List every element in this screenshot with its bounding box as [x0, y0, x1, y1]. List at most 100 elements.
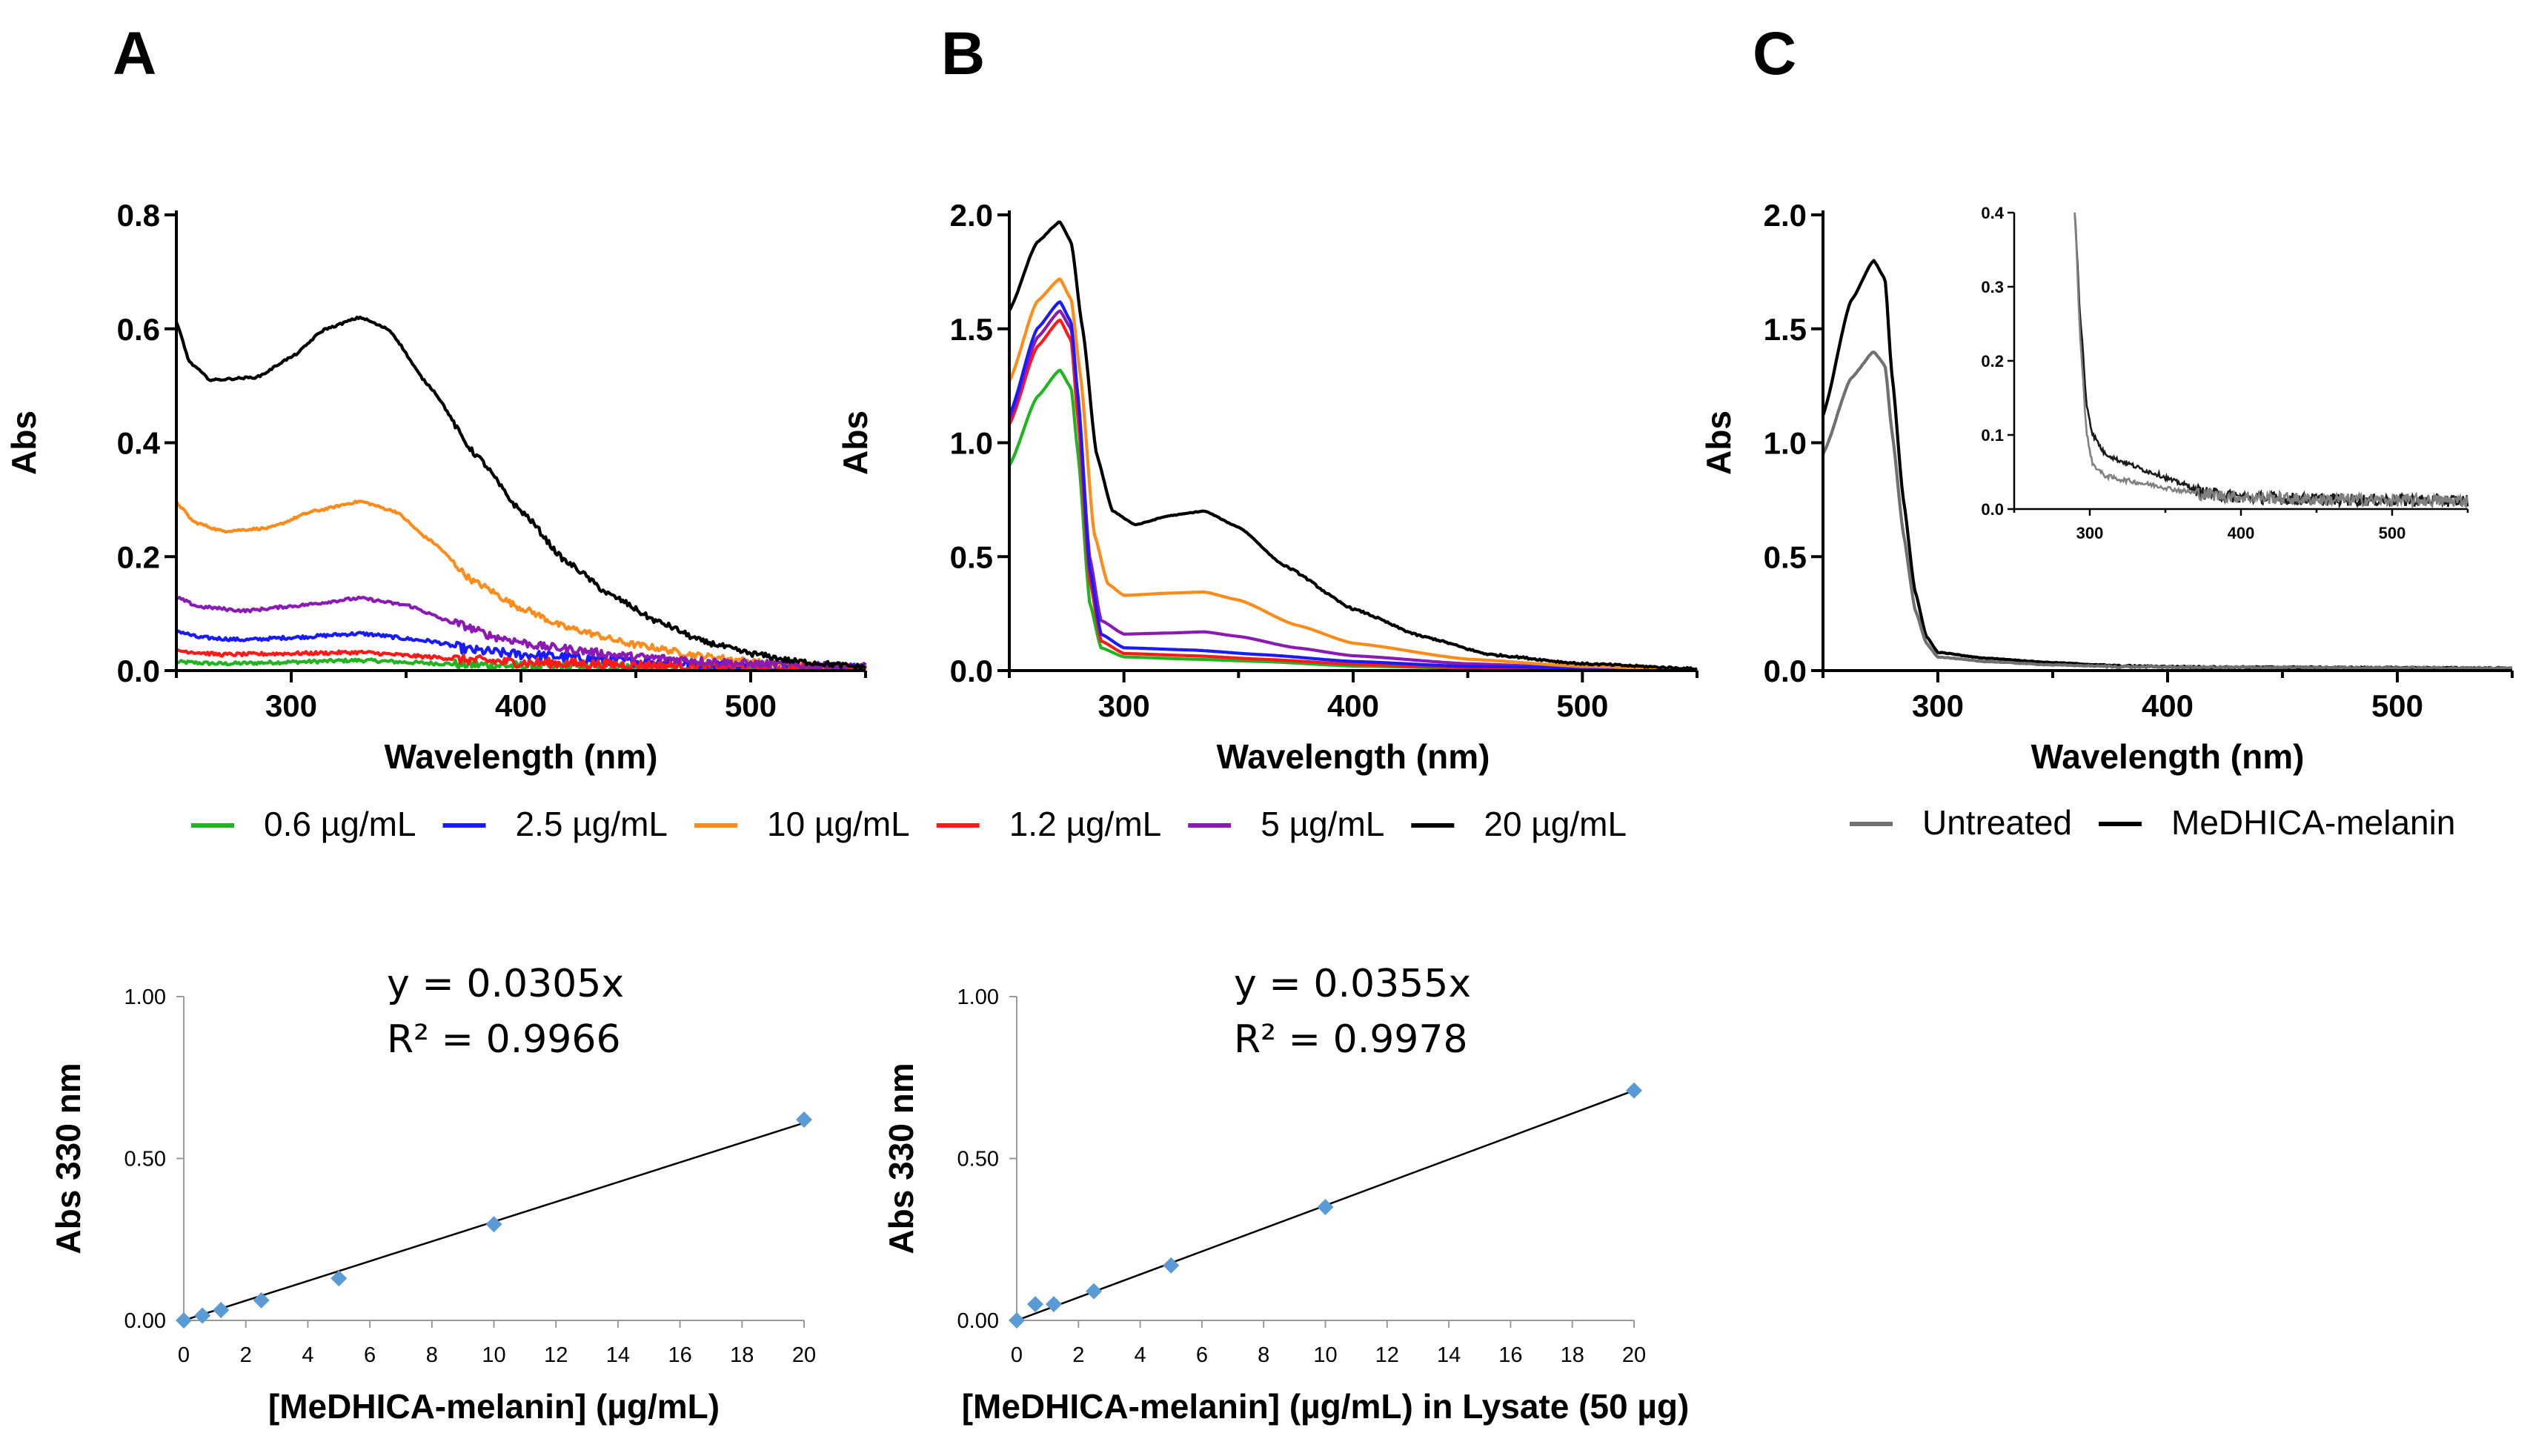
panel-E: 0.00 0.50 1.00 0 2 4 6 8 10 12 14 16 18 20 y = 0.0355x… [882, 962, 1689, 1426]
x-tick-label: 12 [1375, 1343, 1399, 1367]
inset-x-tick-label: 400 [2228, 524, 2255, 542]
x-tick-label: 400 [2142, 688, 2194, 723]
y-tick-label: 1.0 [1764, 426, 1807, 461]
y-tick-label: 0.6 [117, 312, 160, 347]
x-tick-label: 8 [1258, 1343, 1269, 1367]
y-tick-label: 2.0 [950, 198, 993, 233]
panel-label-B: B [941, 20, 985, 87]
legend-label: 1.2 µg/mL [1009, 805, 1162, 843]
data-point [176, 1312, 192, 1329]
inset-chart: 0.0 0.1 0.2 0.3 0.4 300 400 500 [1981, 204, 2469, 542]
data-point [1045, 1296, 1062, 1313]
x-axis-title: Wavelength (nm) [1217, 737, 1490, 776]
x-axis-title: Wavelength (nm) [385, 737, 658, 776]
y-tick-label: 0.0 [950, 654, 993, 688]
series-line-A-5 [175, 315, 866, 671]
y-tick-label: 0.2 [117, 539, 160, 574]
legend-label: MeDHICA-melanin [2171, 803, 2455, 842]
trend-equation: y = 0.0305x [387, 962, 624, 1006]
r-squared: R² = 0.9978 [1234, 1017, 1468, 1062]
series-line-B-0 [1008, 368, 1697, 671]
x-tick-label: 300 [1098, 688, 1150, 723]
x-tick-label: 14 [606, 1343, 630, 1367]
y-tick-label: 0.00 [124, 1309, 166, 1333]
x-tick-label: 2 [240, 1343, 252, 1367]
data-point [1026, 1296, 1043, 1313]
data-point [485, 1216, 502, 1233]
series-line-B-1 [1008, 318, 1697, 671]
inset-y-tick-label: 0.4 [1981, 204, 2004, 222]
y-tick-label: 2.0 [1764, 198, 1807, 233]
x-tick-label: 6 [1196, 1343, 1208, 1367]
data-point [1317, 1199, 1334, 1216]
y-axis-title: Abs 330 nm [882, 1063, 920, 1254]
y-axis-title: Abs 330 nm [49, 1063, 87, 1254]
y-tick-label: 1.5 [950, 312, 993, 347]
x-tick-label: 20 [1622, 1343, 1646, 1367]
data-point [194, 1307, 211, 1324]
y-tick-label: 0.00 [957, 1309, 999, 1333]
y-tick-label: 0.8 [117, 198, 160, 233]
data-point [331, 1270, 348, 1287]
data-point [1163, 1257, 1180, 1274]
legend-label: 5 µg/mL [1261, 805, 1384, 843]
inset-y-tick-label: 0.3 [1981, 278, 2004, 296]
x-tick-label: 400 [1327, 688, 1379, 723]
legend-c: Untreated MeDHICA-melanin [1850, 803, 2455, 842]
data-point [1009, 1312, 1025, 1329]
legend-label: 10 µg/mL [767, 805, 910, 843]
data-point [213, 1302, 230, 1319]
x-tick-label: 8 [426, 1343, 438, 1367]
x-axis-title: [MeDHICA-melanin] (µg/mL) in Lysate (50 … [962, 1387, 1690, 1426]
x-tick-label: 12 [544, 1343, 568, 1367]
y-tick-label: 0.4 [117, 426, 161, 461]
y-axis-title: Abs [1699, 410, 1738, 475]
legend-label: Untreated [1922, 803, 2072, 842]
inset-y-tick-label: 0.1 [1981, 426, 2004, 445]
y-tick-label: 0.50 [957, 1148, 999, 1171]
series-line-B-2 [1008, 309, 1698, 671]
panel-label-C: C [1753, 20, 1796, 87]
x-tick-label: 6 [364, 1343, 376, 1367]
x-tick-label: 10 [1313, 1343, 1337, 1367]
x-axis-title: Wavelength (nm) [2031, 737, 2305, 776]
x-axis-title: [MeDHICA-melanin] (µg/mL) [268, 1387, 720, 1426]
y-tick-label: 0.0 [117, 654, 160, 688]
x-tick-label: 18 [1561, 1343, 1584, 1367]
series-line-B-4 [1008, 277, 1698, 671]
x-tick-label: 500 [725, 688, 777, 723]
y-tick-label: 0.5 [1764, 539, 1807, 574]
x-tick-label: 300 [265, 688, 317, 723]
x-tick-label: 4 [302, 1343, 313, 1367]
y-axis-title: Abs [836, 410, 874, 475]
inset-y-tick-label: 0.2 [1981, 352, 2004, 370]
y-tick-label: 1.00 [957, 985, 999, 1009]
x-tick-label: 0 [178, 1343, 190, 1367]
data-point [253, 1292, 270, 1309]
inset-series-line-1 [2073, 212, 2469, 509]
series-line-B-3 [1008, 300, 1698, 671]
inset-x-tick-label: 300 [2076, 524, 2104, 542]
panel-label-A: A [113, 20, 156, 87]
panel-A: A 0.0 0.2 0.4 0.6 0.8 300 400 500 Wavelength (nm)… [4, 20, 868, 776]
series-line-A-4 [175, 595, 867, 673]
r-squared: R² = 0.9966 [387, 1017, 621, 1062]
x-tick-label: 0 [1011, 1343, 1023, 1367]
x-tick-label: 14 [1437, 1343, 1461, 1367]
y-tick-label: 0.50 [124, 1148, 166, 1171]
x-tick-label: 20 [792, 1343, 816, 1367]
x-tick-label: 500 [2371, 688, 2423, 723]
x-tick-label: 16 [668, 1343, 691, 1367]
y-tick-label: 1.00 [124, 985, 166, 1009]
data-point [1626, 1082, 1642, 1099]
trend-equation: y = 0.0355x [1234, 962, 1471, 1006]
x-tick-label: 500 [1556, 688, 1608, 723]
panel-C: C 0.0 0.5 1.0 1.5 2.0 300 400 500 Wavelength (nm)… [1699, 20, 2514, 776]
legend-label: 20 µg/mL [1484, 805, 1627, 843]
inset-series-line-0 [2073, 212, 2469, 509]
legend-ab: 0.6 µg/mL 2.5 µg/mL 10 µg/mL 1.2 µg/mL 5 µg/… [191, 805, 1627, 843]
legend-label: 2.5 µg/mL [516, 805, 668, 843]
data-point [796, 1111, 812, 1128]
y-tick-label: 0.5 [950, 539, 993, 574]
x-tick-label: 4 [1135, 1343, 1146, 1367]
